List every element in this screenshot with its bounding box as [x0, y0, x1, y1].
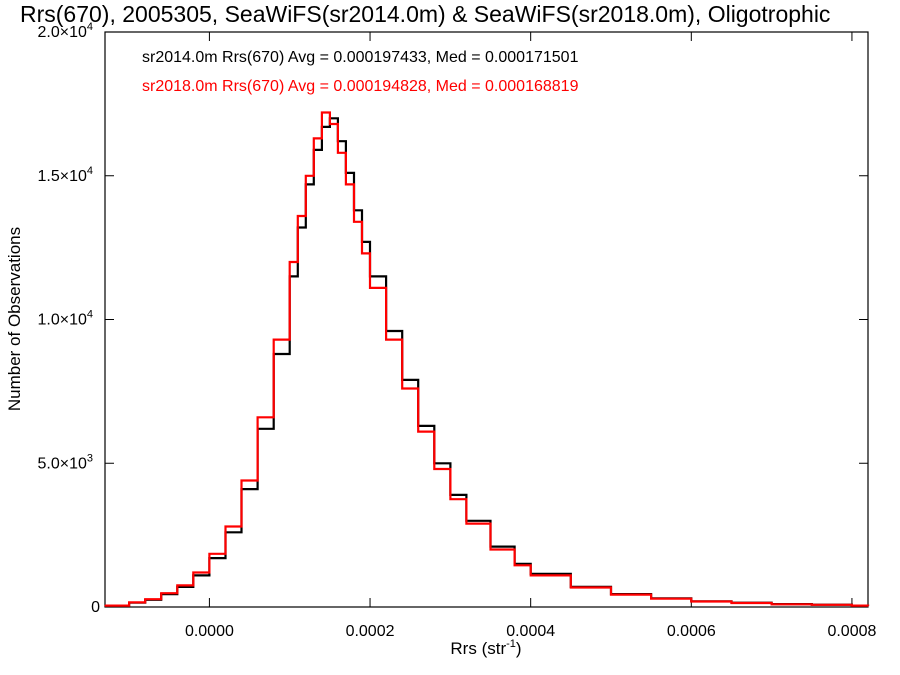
y-tick-mantissa: 1.0×10 — [37, 312, 86, 329]
series-point — [345, 183, 347, 185]
series-point — [867, 605, 869, 607]
series-layer — [104, 111, 870, 607]
y-axis-label: Number of Observations — [5, 227, 24, 411]
x-axis-label-end: ) — [516, 639, 522, 658]
series-point — [369, 287, 371, 289]
legend-entry-sr2018: sr2018.0m Rrs(670) Avg = 0.000194828, Me… — [142, 78, 579, 95]
series-point — [257, 416, 259, 418]
y-tick-label: 5.0×103 — [37, 452, 93, 472]
x-tick-label: 0.0002 — [346, 623, 395, 640]
series-point — [851, 604, 853, 607]
series-point — [361, 252, 363, 254]
series-point — [297, 215, 299, 217]
chart-title: Rrs(670), 2005305, SeaWiFS(sr2014.0m) & … — [20, 1, 830, 27]
y-tick-exponent: 4 — [87, 21, 93, 33]
series-point — [489, 548, 492, 551]
y-tick-exponent: 4 — [87, 309, 93, 321]
y-tick-mantissa: 1.5×10 — [37, 168, 86, 185]
x-axis: 0.0000 0.0002 0.0004 0.0006 0.0008 — [185, 32, 877, 640]
y-tick-exponent: 3 — [87, 452, 93, 464]
series-point — [433, 468, 435, 470]
series-point — [610, 594, 612, 596]
y-tick-label: 1.0×104 — [37, 309, 93, 329]
y-tick-mantissa: 5.0×10 — [37, 455, 86, 472]
y-tick-exponent: 4 — [87, 165, 93, 177]
y-tick-label: 2.0×104 — [37, 21, 93, 41]
series-point — [329, 123, 331, 125]
series-line-sr2018-0m — [105, 111, 870, 607]
series-point — [160, 592, 162, 594]
y-tick-mantissa: 2.0×10 — [37, 24, 86, 41]
series-point — [313, 137, 315, 139]
x-tick-label: 0.0004 — [506, 623, 555, 640]
series-point — [385, 339, 387, 341]
series-point — [321, 111, 323, 114]
series-point — [730, 602, 733, 604]
series-point — [305, 175, 307, 177]
series-point — [650, 598, 652, 600]
legend: sr2014.0m Rrs(670) Avg = 0.000197433, Me… — [142, 49, 579, 95]
series-point — [144, 598, 146, 600]
series-point — [176, 584, 178, 587]
series-point — [104, 604, 106, 607]
series-point — [465, 523, 468, 525]
series-point — [530, 574, 532, 576]
series-point — [401, 387, 403, 390]
series-point — [208, 553, 211, 555]
series-point — [289, 261, 291, 263]
series-point — [240, 479, 243, 482]
series-point — [353, 221, 355, 223]
series-line-sr2014-0m — [105, 117, 870, 607]
x-tick-label: 0.0000 — [185, 623, 234, 640]
series-point — [128, 601, 130, 604]
series-point — [771, 603, 773, 605]
x-tick-label: 0.0008 — [827, 623, 876, 640]
series-point — [449, 498, 451, 500]
series-point — [224, 525, 227, 528]
series-point — [514, 564, 516, 566]
x-axis-label-exponent: -1 — [506, 638, 516, 650]
x-tick-label: 0.0006 — [667, 623, 716, 640]
x-axis-label-main: Rrs (str — [450, 639, 506, 658]
y-tick-label: 0 — [91, 599, 100, 616]
series-point — [273, 339, 275, 341]
series-point — [570, 586, 572, 589]
y-tick-label: 1.5×104 — [37, 165, 93, 185]
series-point — [417, 431, 419, 433]
series-point — [811, 604, 813, 606]
x-axis-label: Rrs (str-1) — [450, 638, 521, 658]
y-tick-mantissa: 0 — [91, 599, 100, 616]
series-point — [690, 600, 692, 603]
legend-entry-sr2014: sr2014.0m Rrs(670) Avg = 0.000197433, Me… — [142, 49, 579, 66]
series-point — [192, 571, 194, 574]
series-point — [337, 152, 339, 154]
